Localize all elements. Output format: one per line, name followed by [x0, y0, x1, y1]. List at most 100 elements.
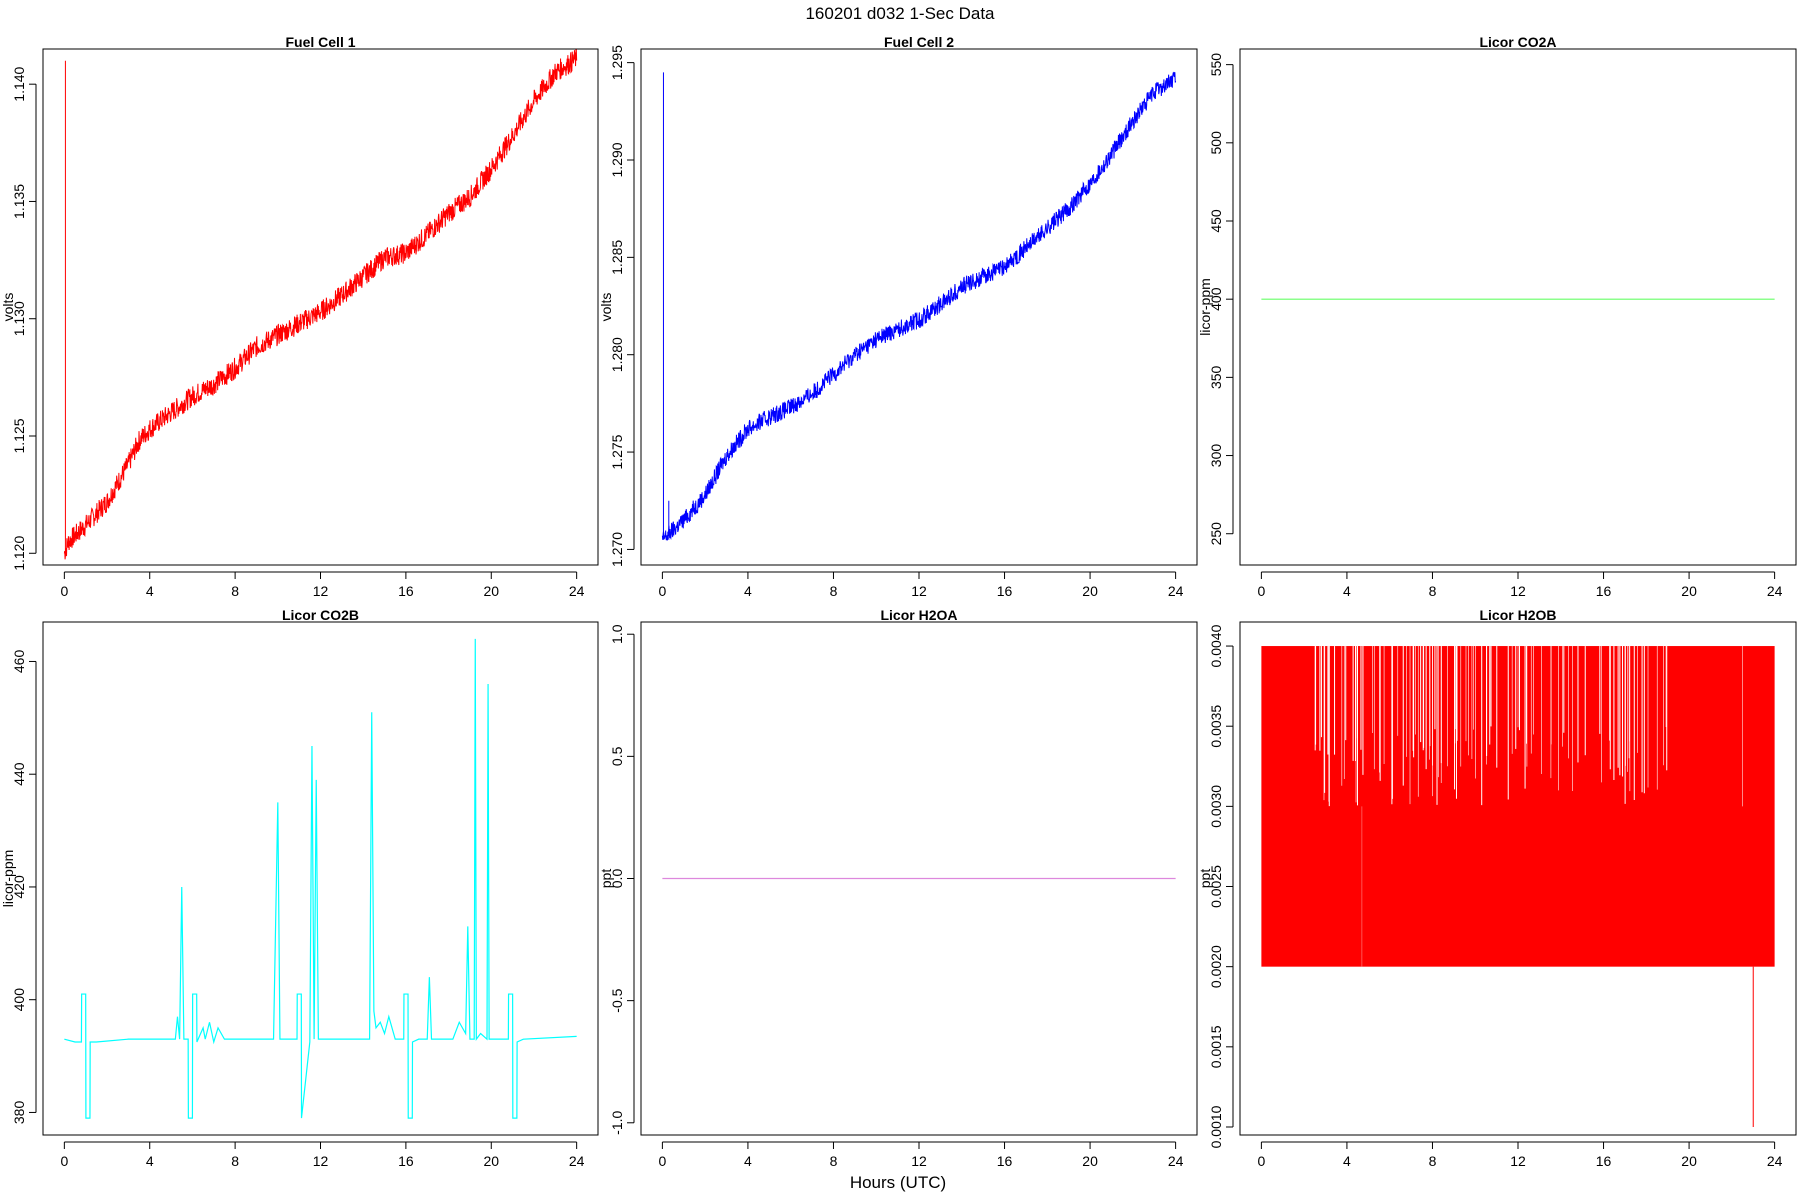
- plot-frame: [640, 48, 1198, 566]
- y-tick-label: 1.120: [11, 536, 27, 571]
- x-tick-label: 12: [313, 1153, 329, 1169]
- y-tick-label: 0.0025: [1208, 865, 1224, 908]
- y-axis: 1.270 1.275 1.280 1.285 1.290 1.295: [609, 45, 635, 567]
- x-tick-label: 16: [1596, 583, 1612, 599]
- y-tick-label: 400: [11, 988, 27, 1012]
- x-tick-label: 4: [744, 583, 752, 599]
- x-tick-label: 24: [1168, 1153, 1184, 1169]
- x-tick-label: 0: [658, 583, 666, 599]
- y-axis-label: ppt: [1197, 869, 1213, 889]
- y-tick-label: 460: [11, 650, 27, 674]
- x-tick-label: 12: [911, 1153, 927, 1169]
- y-axis-label: volts: [598, 293, 614, 322]
- panel-licor-h2oa: Licor H2OA ppt 0 4 8 12 16 20 24 -1.0 -0.5 0.0 0.5 1.…: [598, 607, 1198, 1169]
- x-axis: 0 4 8 12 16 20 24: [658, 571, 1184, 599]
- x-axis: 0 4 8 12 16 20 24: [60, 571, 585, 599]
- x-tick-label: 4: [146, 1153, 154, 1169]
- x-tick-label: 8: [830, 583, 838, 599]
- y-tick-label: 380: [11, 1101, 27, 1125]
- y-tick-label: 1.275: [609, 434, 625, 469]
- data-line: [661, 71, 1177, 541]
- x-tick-label: 20: [1082, 1153, 1098, 1169]
- y-tick-label: 1.290: [609, 142, 625, 177]
- y-axis-label: licor-ppm: [0, 850, 16, 908]
- y-tick-label: 0.5: [609, 746, 625, 766]
- x-axis: 0 4 8 12 16 20 24: [60, 1141, 585, 1169]
- y-tick-label: 1.125: [11, 418, 27, 453]
- series-fuel-cell-1: [63, 48, 578, 560]
- x-tick-label: 0: [1257, 583, 1265, 599]
- y-tick-label: 420: [11, 875, 27, 899]
- y-axis-label: ppt: [598, 869, 614, 889]
- plot-frame: [42, 621, 599, 1136]
- x-tick-label: 24: [1168, 583, 1184, 599]
- x-tick-label: 24: [1767, 583, 1783, 599]
- plot-frame: [640, 621, 1198, 1136]
- x-tick-label: 24: [569, 1153, 585, 1169]
- x-tick-label: 16: [1596, 1153, 1612, 1169]
- x-tick-label: 0: [658, 1153, 666, 1169]
- x-tick-label: 16: [997, 583, 1013, 599]
- x-tick-label: 8: [231, 583, 239, 599]
- y-axis: 0.0010 0.0015 0.0020 0.0025 0.0030 0.0035 0.00…: [1208, 624, 1234, 1148]
- y-tick-label: 1.135: [11, 184, 27, 219]
- y-tick-label: 1.140: [11, 66, 27, 101]
- y-tick-label: 350: [1208, 365, 1224, 389]
- y-axis-label: volts: [0, 293, 16, 322]
- y-tick-label: 1.0: [609, 624, 625, 644]
- x-tick-label: 20: [483, 583, 499, 599]
- y-tick-label: 0.0: [609, 869, 625, 889]
- series-fuel-cell-2: [661, 71, 1177, 541]
- x-tick-label: 8: [830, 1153, 838, 1169]
- x-tick-label: 24: [1767, 1153, 1783, 1169]
- x-tick-label: 8: [231, 1153, 239, 1169]
- x-tick-label: 24: [569, 583, 585, 599]
- x-tick-label: 0: [60, 1153, 68, 1169]
- data-line: [64, 638, 577, 1119]
- x-tick-label: 16: [398, 1153, 414, 1169]
- panel-title: Fuel Cell 2: [884, 34, 954, 50]
- y-tick-label: 440: [11, 762, 27, 786]
- plot-frame: [1239, 621, 1797, 1136]
- figure-xlabel: Hours (UTC): [850, 1173, 946, 1192]
- panel-title: Fuel Cell 1: [285, 34, 355, 50]
- x-axis: 0 4 8 12 16 20 24: [658, 1141, 1184, 1169]
- x-tick-label: 0: [60, 583, 68, 599]
- x-tick-label: 4: [146, 583, 154, 599]
- x-axis: 0 4 8 12 16 20 24: [1257, 571, 1783, 599]
- x-tick-label: 4: [1343, 1153, 1351, 1169]
- x-tick-label: 20: [1681, 583, 1697, 599]
- x-tick-label: 4: [1343, 583, 1351, 599]
- y-tick-label: 0.0010: [1208, 1105, 1224, 1148]
- panel-title: Licor CO2A: [1479, 34, 1556, 50]
- y-tick-label: 500: [1208, 131, 1224, 155]
- plot-frame: [42, 48, 599, 566]
- y-tick-label: 1.270: [609, 532, 625, 567]
- panel-fuel-cell-2: Fuel Cell 2 volts 0 4 8 12 16 20 24 1.270 1.275 1.2…: [598, 34, 1198, 599]
- y-tick-label: 0.0030: [1208, 785, 1224, 828]
- panel-licor-co2a: Licor CO2A licor-ppm 0 4 8 12 16 20 24 250 300 350 4…: [1197, 34, 1797, 599]
- y-axis: -1.0 -0.5 0.0 0.5 1.0: [609, 624, 635, 1135]
- y-tick-label: 550: [1208, 53, 1224, 77]
- y-tick-label: 0.0040: [1208, 624, 1224, 667]
- figure-title: 160201 d032 1-Sec Data: [805, 4, 995, 23]
- x-axis: 0 4 8 12 16 20 24: [1257, 1141, 1783, 1169]
- x-tick-label: 20: [483, 1153, 499, 1169]
- y-axis: 380 400 420 440 460: [11, 650, 37, 1125]
- x-tick-label: 0: [1257, 1153, 1265, 1169]
- panels: Fuel Cell 1 volts 0 4 8 12 16 20 24 1.120 1.125 1.1…: [0, 34, 1797, 1169]
- panel-title: Licor CO2B: [282, 607, 359, 623]
- x-tick-label: 20: [1082, 583, 1098, 599]
- x-tick-label: 12: [911, 583, 927, 599]
- band-gaps: [1314, 646, 1743, 967]
- x-tick-label: 12: [1510, 1153, 1526, 1169]
- series-licor-h2ob: [1261, 646, 1775, 1127]
- x-tick-label: 8: [1429, 583, 1437, 599]
- panel-title: Licor H2OA: [880, 607, 957, 623]
- x-tick-label: 16: [398, 583, 414, 599]
- y-tick-label: 400: [1208, 287, 1224, 311]
- y-tick-label: 0.0015: [1208, 1025, 1224, 1068]
- y-axis: 1.120 1.125 1.130 1.135 1.140: [11, 66, 37, 571]
